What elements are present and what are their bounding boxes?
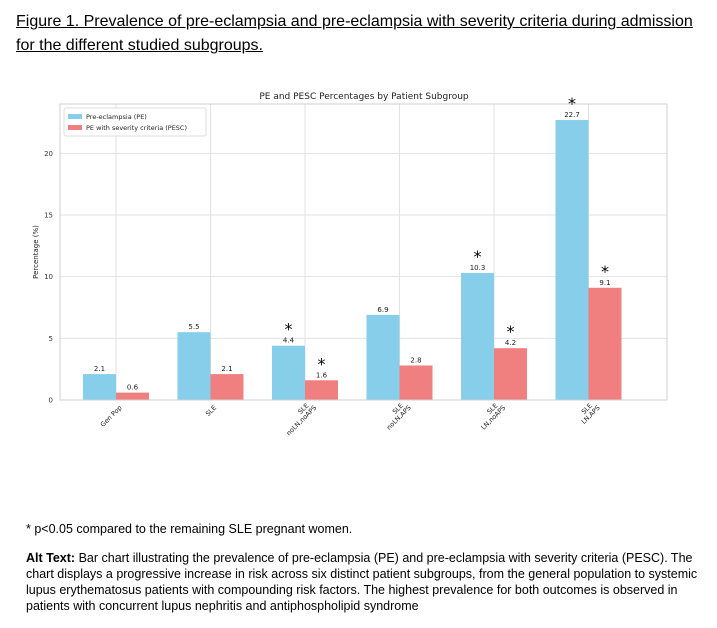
bar-pe — [272, 345, 305, 400]
legend-label: Pre-eclampsia (PE) — [86, 113, 147, 121]
legend-box — [63, 107, 207, 137]
bar-pe — [177, 332, 211, 400]
alt-text-label: Alt Text: — [26, 551, 76, 565]
chart-legend: Pre-eclampsia (PE) PE with severity crite… — [63, 107, 207, 137]
chart-title: PE and PESC Percentages by Patient Subgr… — [259, 92, 469, 102]
x-tick-label: Gen Pop — [99, 404, 124, 429]
bar-value-label: 2.8 — [410, 356, 421, 364]
bar-pesc — [399, 365, 433, 400]
bar-pe — [555, 120, 589, 401]
bar-chart: PE and PESC Percentages by Patient Subgr… — [32, 92, 668, 438]
y-axis-label: Percentage (%) — [32, 225, 40, 279]
bar-value-label: 4.4 — [283, 337, 295, 345]
bar-pesc — [588, 287, 622, 400]
bar-value-label: 4.2 — [505, 339, 516, 347]
bar-value-label: 0.6 — [127, 384, 139, 392]
bar-value-label: 1.6 — [316, 371, 328, 379]
alt-text-body: Bar chart illustrating the prevalence of… — [26, 551, 698, 613]
bar-pesc — [494, 348, 527, 400]
significance-star: * — [507, 322, 515, 341]
plot-bars — [83, 120, 622, 401]
bar-pe — [366, 314, 400, 400]
x-tick-label-line1: Gen Pop — [99, 404, 124, 429]
y-tick-label: 0 — [49, 397, 53, 405]
y-tick-label: 15 — [44, 212, 53, 220]
figure-caption: Figure 1. Prevalence of pre-eclampsia an… — [16, 13, 693, 54]
y-tick-label: 10 — [44, 273, 53, 281]
significance-star: * — [568, 94, 576, 113]
bar-value-label: 2.1 — [221, 365, 232, 373]
significance-star: * — [318, 354, 326, 373]
y-tick-label: 5 — [49, 335, 53, 343]
bar-pe — [461, 272, 494, 400]
plot-frame — [59, 103, 668, 401]
x-tick-label: SLE — [204, 404, 218, 418]
bar-value-label: 10.3 — [470, 264, 486, 272]
significance-star: * — [601, 262, 609, 281]
legend-swatch — [68, 125, 82, 130]
legend-label: PE with severity criteria (PESC) — [86, 124, 187, 132]
bar-pe — [83, 374, 116, 400]
significance-star: * — [285, 320, 293, 339]
bar-value-label: 9.1 — [599, 279, 610, 287]
significance-star: * — [474, 247, 482, 266]
bar-value-label: 6.9 — [377, 306, 388, 314]
bar-value-label: 22.7 — [564, 111, 580, 119]
bar-pesc — [305, 380, 338, 400]
y-tick-label: 20 — [44, 150, 53, 158]
alt-text-block: Alt Text: Bar chart illustrating the pre… — [26, 550, 698, 614]
x-tick-label-line1: SLE — [204, 404, 218, 418]
bar-value-label: 5.5 — [188, 323, 199, 331]
bar-pesc — [116, 392, 149, 400]
bar-pesc — [210, 374, 244, 400]
significance-footnote: * p<0.05 compared to the remaining SLE p… — [26, 522, 353, 536]
bar-value-label: 2.1 — [94, 365, 105, 373]
legend-swatch — [68, 114, 82, 119]
